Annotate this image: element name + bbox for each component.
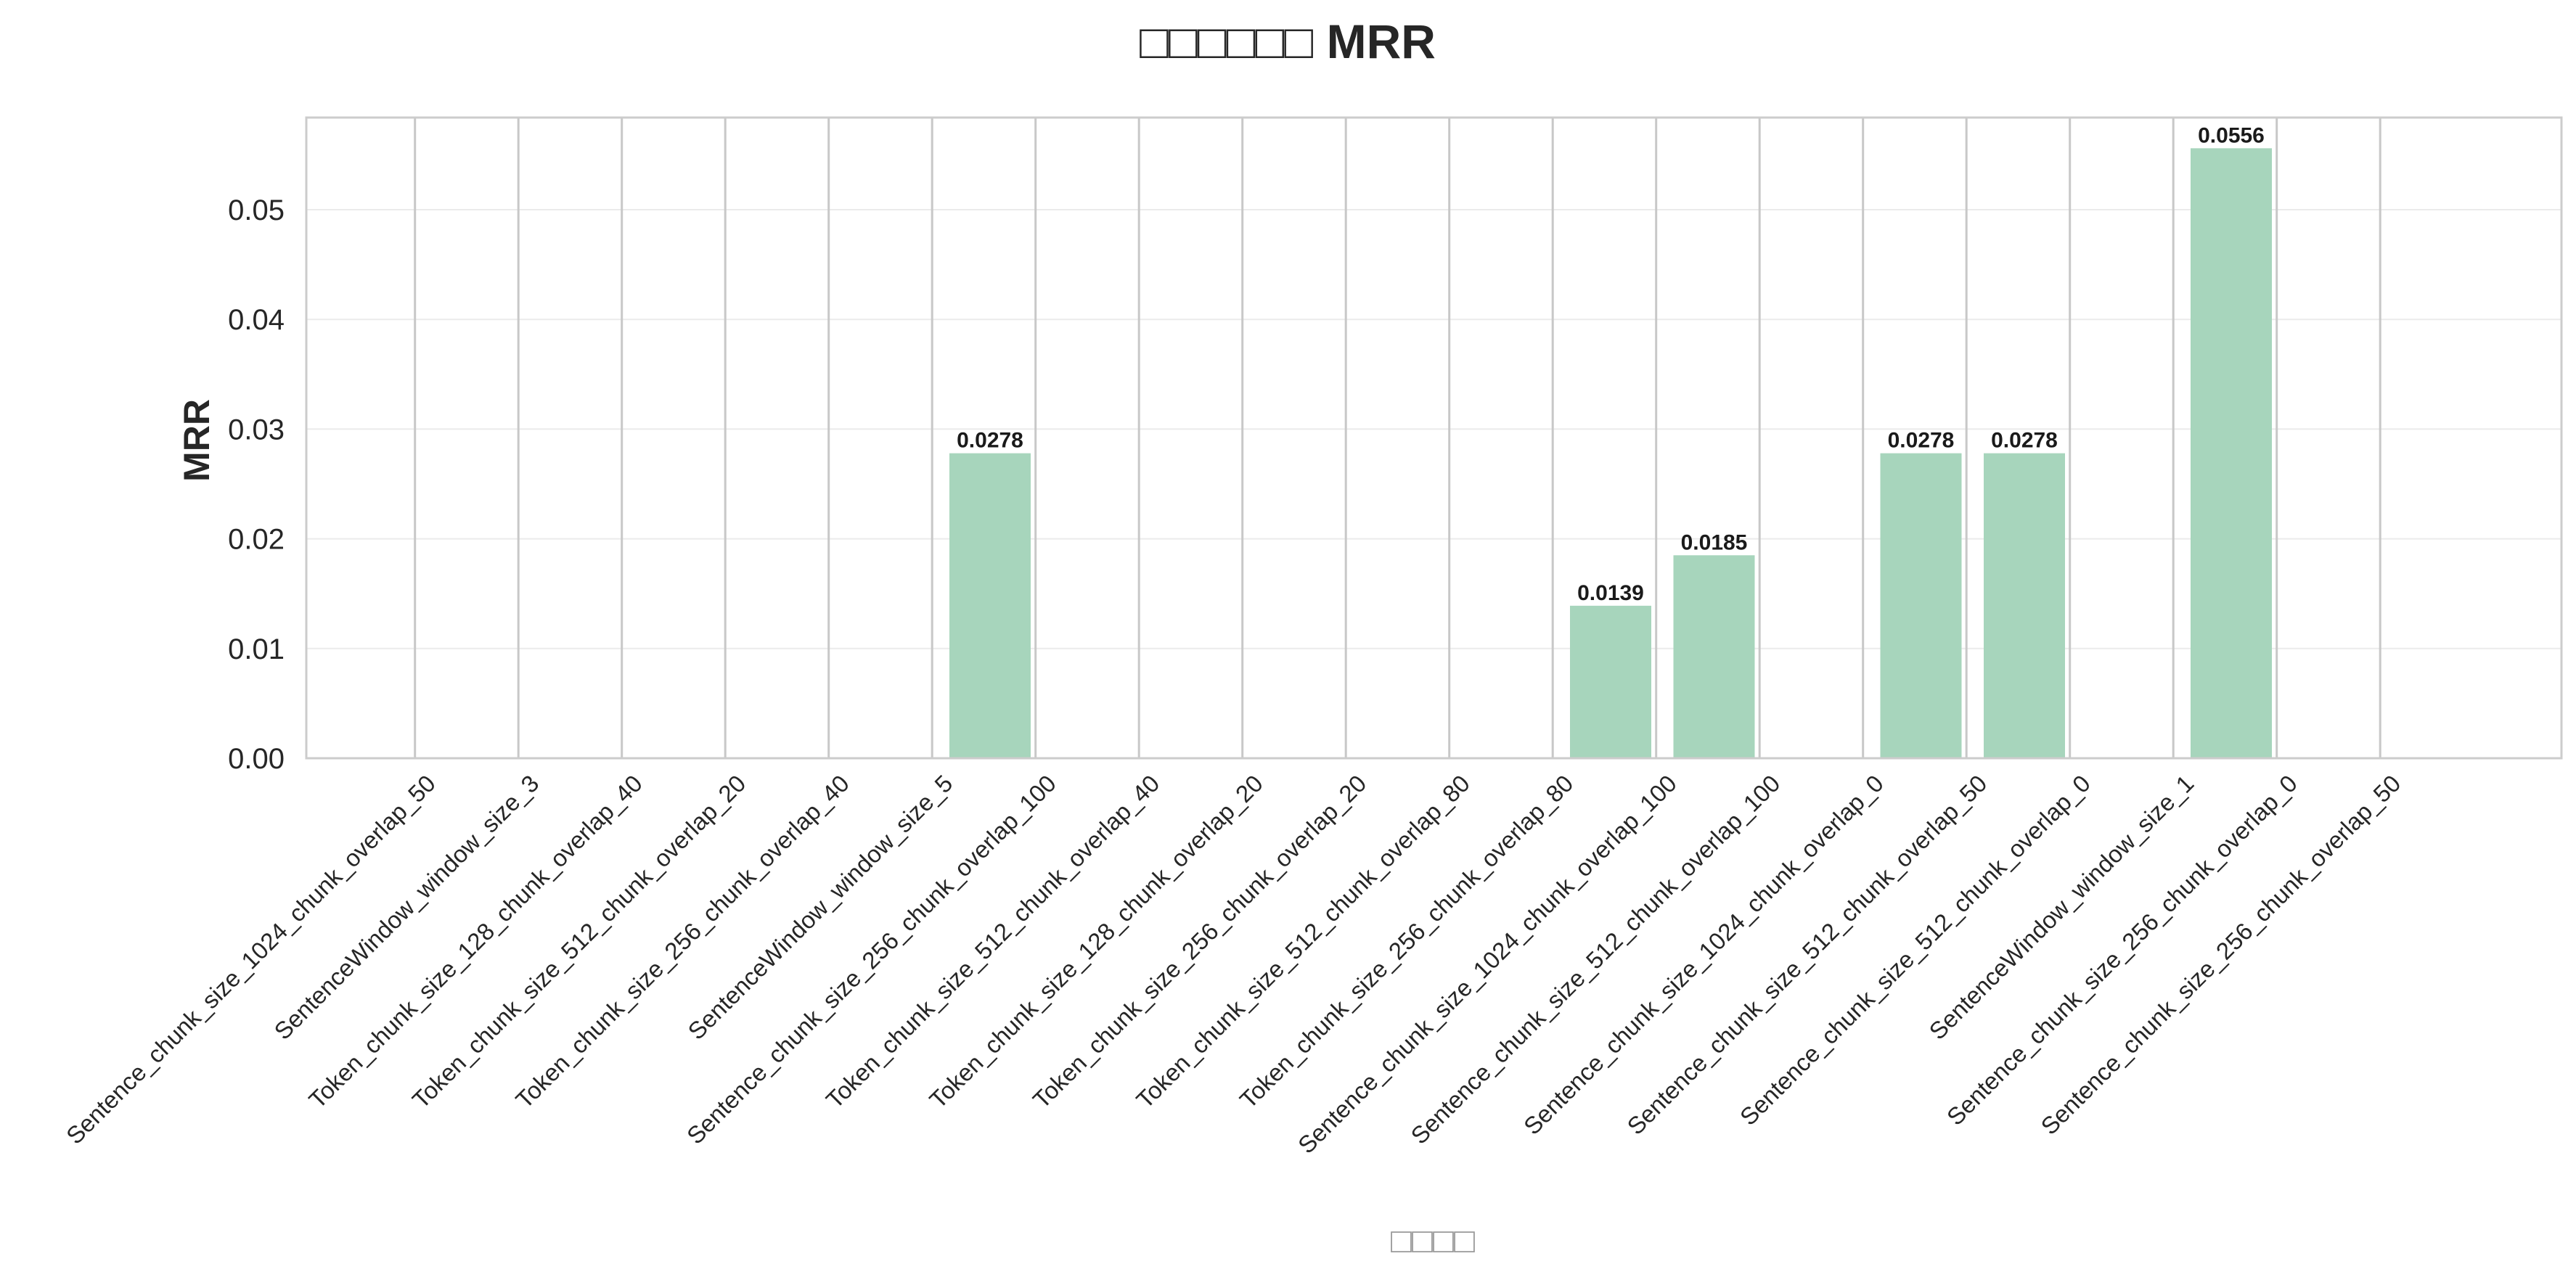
chart-title: □□□□□□ MRR: [1140, 15, 1436, 68]
plot-area-frame: [305, 116, 2563, 760]
y-tick-label: 0.04: [228, 304, 285, 336]
data-label: 0.0139: [1577, 581, 1644, 605]
y-tick-layer: 0.00 0.01 0.02 0.03 0.04 0.05: [228, 194, 285, 775]
y-axis-label: MRR: [176, 399, 217, 482]
data-label: 0.0278: [1991, 429, 2058, 453]
data-label-layer: 0.0278 0.0139 0.0185 0.0278 0.0278 0.0556: [957, 123, 2265, 604]
y-tick-label: 0.01: [228, 633, 285, 665]
bar: [1984, 453, 2065, 758]
y-tick-label: 0.00: [228, 743, 285, 775]
bar: [1673, 555, 1755, 758]
vertical-grid-layer: [414, 118, 2381, 758]
y-tick-label: 0.03: [228, 414, 285, 446]
bar-layer: [949, 148, 2272, 758]
data-label: 0.0278: [957, 429, 1023, 453]
bar: [949, 453, 1031, 758]
bar: [1570, 605, 1651, 758]
y-tick-label: 0.02: [228, 524, 285, 556]
bar: [1880, 453, 1962, 758]
bar: [2191, 148, 2272, 758]
x-axis-label: □□□□: [1391, 1222, 1475, 1260]
data-label: 0.0278: [1888, 429, 1955, 453]
y-tick-label: 0.05: [228, 194, 285, 226]
data-label: 0.0556: [2198, 123, 2265, 147]
data-label: 0.0185: [1681, 530, 1748, 554]
